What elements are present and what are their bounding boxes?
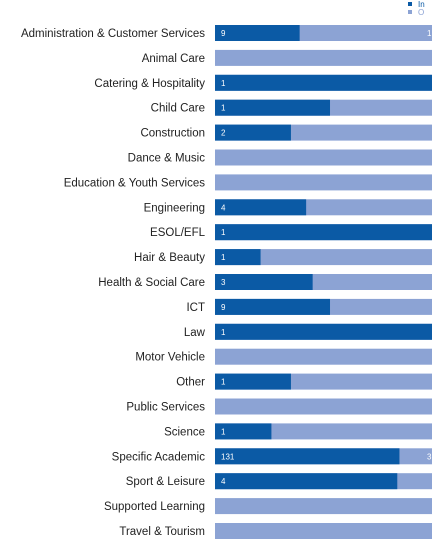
bar-segment-primary [215, 423, 272, 440]
category-label: Specific Academic [112, 451, 206, 463]
category-label: Construction [140, 128, 205, 140]
bar-value-primary: 1 [221, 378, 226, 387]
category-label: Child Care [151, 103, 205, 115]
category-label: Other [176, 377, 205, 389]
bar-segment-primary [215, 224, 432, 241]
bar-value-primary: 1 [221, 253, 226, 262]
bar-value-primary: 2 [221, 129, 226, 138]
category-label: Animal Care [142, 53, 205, 65]
bar-segment-primary [215, 298, 331, 315]
bar-row: Engineering 4 [144, 199, 432, 216]
category-label: Travel & Tourism [119, 526, 205, 538]
bar-segment-primary [215, 448, 400, 465]
bar-row: Supported Learning [104, 498, 432, 515]
bar-row: Law 1 [184, 323, 432, 340]
category-label: Engineering [144, 202, 205, 214]
bar-segment-secondary [215, 249, 432, 266]
bar-row: Construction 2 [140, 124, 432, 141]
bar-row: Hair & Beauty 1 [134, 249, 432, 266]
bar-row: Administration & Customer Services 9 1 [21, 25, 432, 41]
category-label: Health & Social Care [98, 277, 205, 289]
category-label: ESOL/EFL [150, 227, 206, 239]
bar-row: Animal Care [142, 49, 432, 66]
bar-segment-primary [215, 25, 300, 41]
bar-row: Dance & Music [128, 149, 432, 166]
bar-segment-secondary [215, 348, 432, 365]
bar-segment-secondary [215, 398, 432, 415]
category-label: Catering & Hospitality [94, 78, 205, 90]
bar-segment-primary [215, 373, 291, 390]
bar-value-primary: 4 [221, 477, 226, 486]
bar-value-secondary: 1 [427, 29, 432, 38]
category-label: Hair & Beauty [134, 252, 205, 264]
bar-segment-primary [215, 473, 398, 490]
bar-value-primary: 3 [221, 278, 226, 287]
bar-row: Science 1 [164, 423, 432, 440]
bar-row: Sport & Leisure 4 [126, 473, 432, 490]
bar-row: ESOL/EFL 1 [150, 224, 432, 241]
category-label: Science [164, 426, 205, 438]
bar-value-primary: 9 [221, 303, 226, 312]
bar-segment-secondary [215, 174, 432, 191]
bar-row: Specific Academic 131 3 [112, 448, 432, 465]
legend-label-0: In [418, 0, 425, 9]
bar-segment-primary [215, 74, 432, 91]
category-label: Motor Vehicle [135, 352, 205, 364]
bar-segment-primary [215, 124, 291, 141]
bar-value-secondary: 3 [427, 452, 432, 461]
bar-row: Education & Youth Services [64, 174, 432, 191]
category-label: Education & Youth Services [64, 177, 206, 189]
bar-row: Motor Vehicle [135, 348, 432, 365]
bar-value-primary: 1 [221, 79, 226, 88]
bar-value-primary: 131 [221, 452, 235, 461]
legend-swatch-0 [408, 2, 412, 6]
category-label: Public Services [126, 402, 205, 414]
bar-segment-primary [215, 249, 261, 266]
category-label: Sport & Leisure [126, 476, 205, 488]
bar-row: Public Services [126, 398, 432, 415]
legend-label-1: O [418, 8, 424, 17]
bar-value-primary: 1 [221, 228, 226, 237]
category-label: Administration & Customer Services [21, 28, 205, 40]
bars-group: Administration & Customer Services 9 1 Anim… [21, 25, 432, 539]
category-label: Dance & Music [128, 153, 206, 165]
bar-segment-primary [215, 99, 331, 116]
bar-segment-primary [215, 323, 432, 340]
bar-segment-primary [215, 274, 313, 290]
bar-segment-secondary [215, 149, 432, 166]
bar-value-primary: 1 [221, 104, 226, 113]
category-label: ICT [186, 302, 205, 314]
bar-value-primary: 1 [221, 328, 226, 337]
bar-value-primary: 9 [221, 29, 226, 38]
legend-swatch-1 [408, 10, 412, 14]
bar-row: ICT 9 [186, 298, 432, 315]
bar-segment-secondary [215, 49, 432, 66]
category-label: Law [184, 327, 206, 339]
bar-segment-secondary [215, 498, 432, 515]
bar-row: Catering & Hospitality 1 [94, 74, 432, 91]
bar-value-primary: 1 [221, 427, 226, 436]
bar-row: Travel & Tourism [119, 523, 432, 539]
bar-row: Other 1 [176, 373, 432, 390]
category-label: Supported Learning [104, 501, 205, 513]
bar-segment-primary [215, 199, 307, 216]
legend: InO [408, 0, 425, 17]
bar-segment-secondary [215, 523, 432, 539]
bar-value-primary: 4 [221, 203, 226, 212]
bar-row: Health & Social Care 3 [98, 274, 432, 290]
bar-row: Child Care 1 [151, 99, 432, 116]
